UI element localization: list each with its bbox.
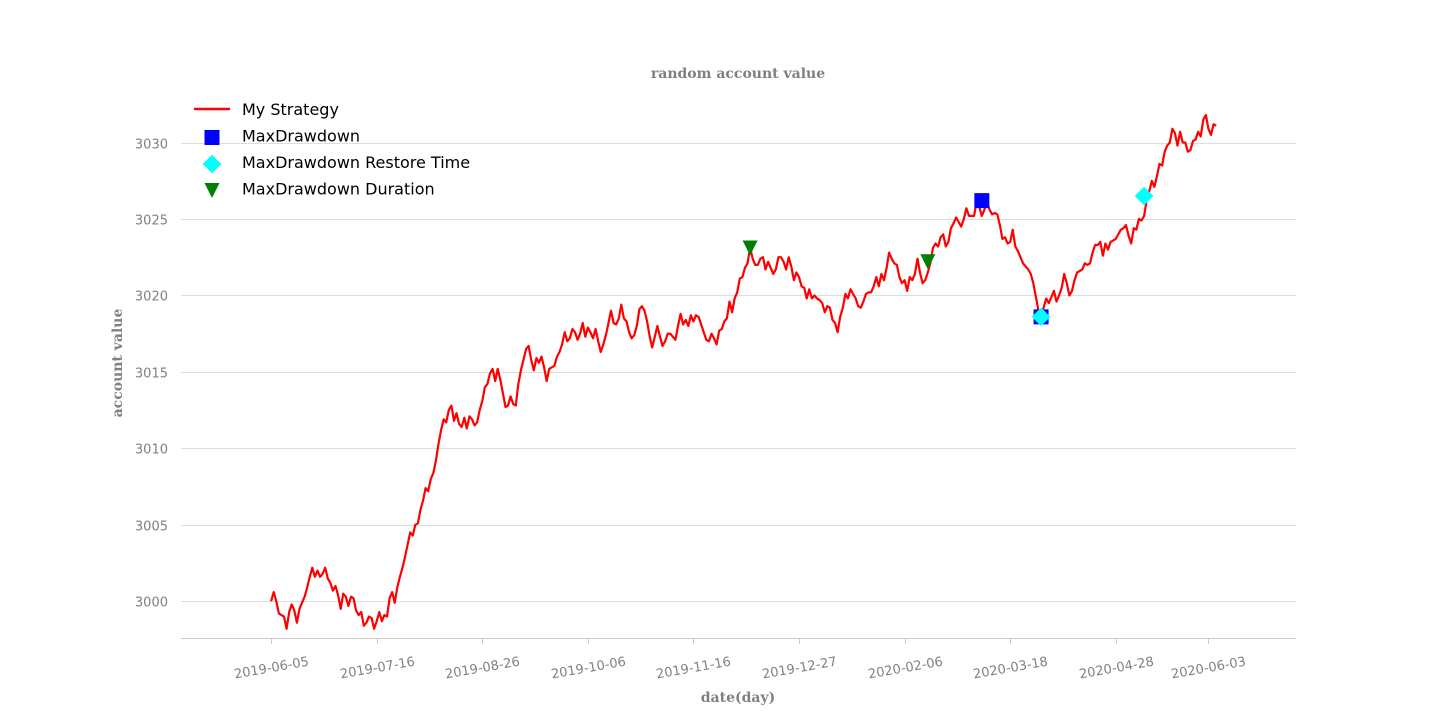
legend-swatch — [204, 130, 220, 145]
x-tick-label: 2019-10-06 — [550, 655, 627, 683]
legend-label: MaxDrawdown Restore Time — [242, 153, 470, 172]
series-marker — [1031, 307, 1051, 327]
y-tick-label: 3025 — [135, 214, 168, 229]
x-tick-label: 2020-06-03 — [1170, 655, 1247, 683]
series-my-strategy — [270, 113, 1217, 630]
x-tick-label: 2020-03-18 — [972, 655, 1049, 683]
x-tick-label: 2019-08-26 — [444, 655, 521, 683]
plot-area — [270, 113, 1217, 630]
x-tick-label: 2019-06-05 — [233, 655, 310, 683]
y-tick-label: 3000 — [135, 596, 168, 611]
legend-label: My Strategy — [242, 100, 339, 119]
series-marker — [1134, 186, 1154, 206]
series-marker — [742, 240, 758, 256]
series-maxdrawdown-restore-time — [1031, 186, 1154, 327]
y-tick-label: 3010 — [135, 443, 168, 458]
x-tick-label: 2019-12-27 — [761, 655, 838, 683]
x-axis-label: date(day) — [701, 690, 775, 706]
chart-title: random account value — [651, 66, 825, 82]
legend-item: My Strategy — [194, 100, 339, 119]
x-tick-label: 2020-02-06 — [867, 655, 944, 683]
y-axis-ticks: 3000 3005 3010 3015 3020 3025 3030 — [135, 138, 168, 611]
series-line — [270, 113, 1217, 630]
x-tick-label: 2020-04-28 — [1078, 655, 1155, 683]
y-axis-label: account value — [110, 309, 126, 418]
legend-label: MaxDrawdown — [242, 127, 360, 146]
grid-lines — [181, 143, 1296, 602]
y-tick-label: 3015 — [135, 367, 168, 382]
y-tick-label: 3030 — [135, 138, 168, 153]
legend: My Strategy MaxDrawdown MaxDrawdown Restor… — [194, 100, 470, 199]
legend-label: MaxDrawdown Duration — [242, 180, 435, 199]
legend-item: MaxDrawdown Restore Time — [202, 153, 470, 174]
y-tick-label: 3005 — [135, 520, 168, 535]
y-tick-label: 3020 — [135, 290, 168, 305]
x-tick-label: 2019-11-16 — [655, 655, 732, 683]
legend-item: MaxDrawdown — [204, 127, 360, 146]
x-tick-label: 2019-07-16 — [339, 655, 416, 683]
series-maxdrawdown-duration — [742, 240, 936, 270]
legend-swatch — [202, 154, 222, 174]
x-axis-ticks: 2019-06-05 2019-07-16 2019-08-26 2019-10-06… — [233, 638, 1247, 682]
legend-item: MaxDrawdown Duration — [204, 180, 435, 199]
legend-swatch — [204, 183, 220, 198]
series-marker — [920, 254, 936, 270]
series-marker — [974, 193, 990, 209]
